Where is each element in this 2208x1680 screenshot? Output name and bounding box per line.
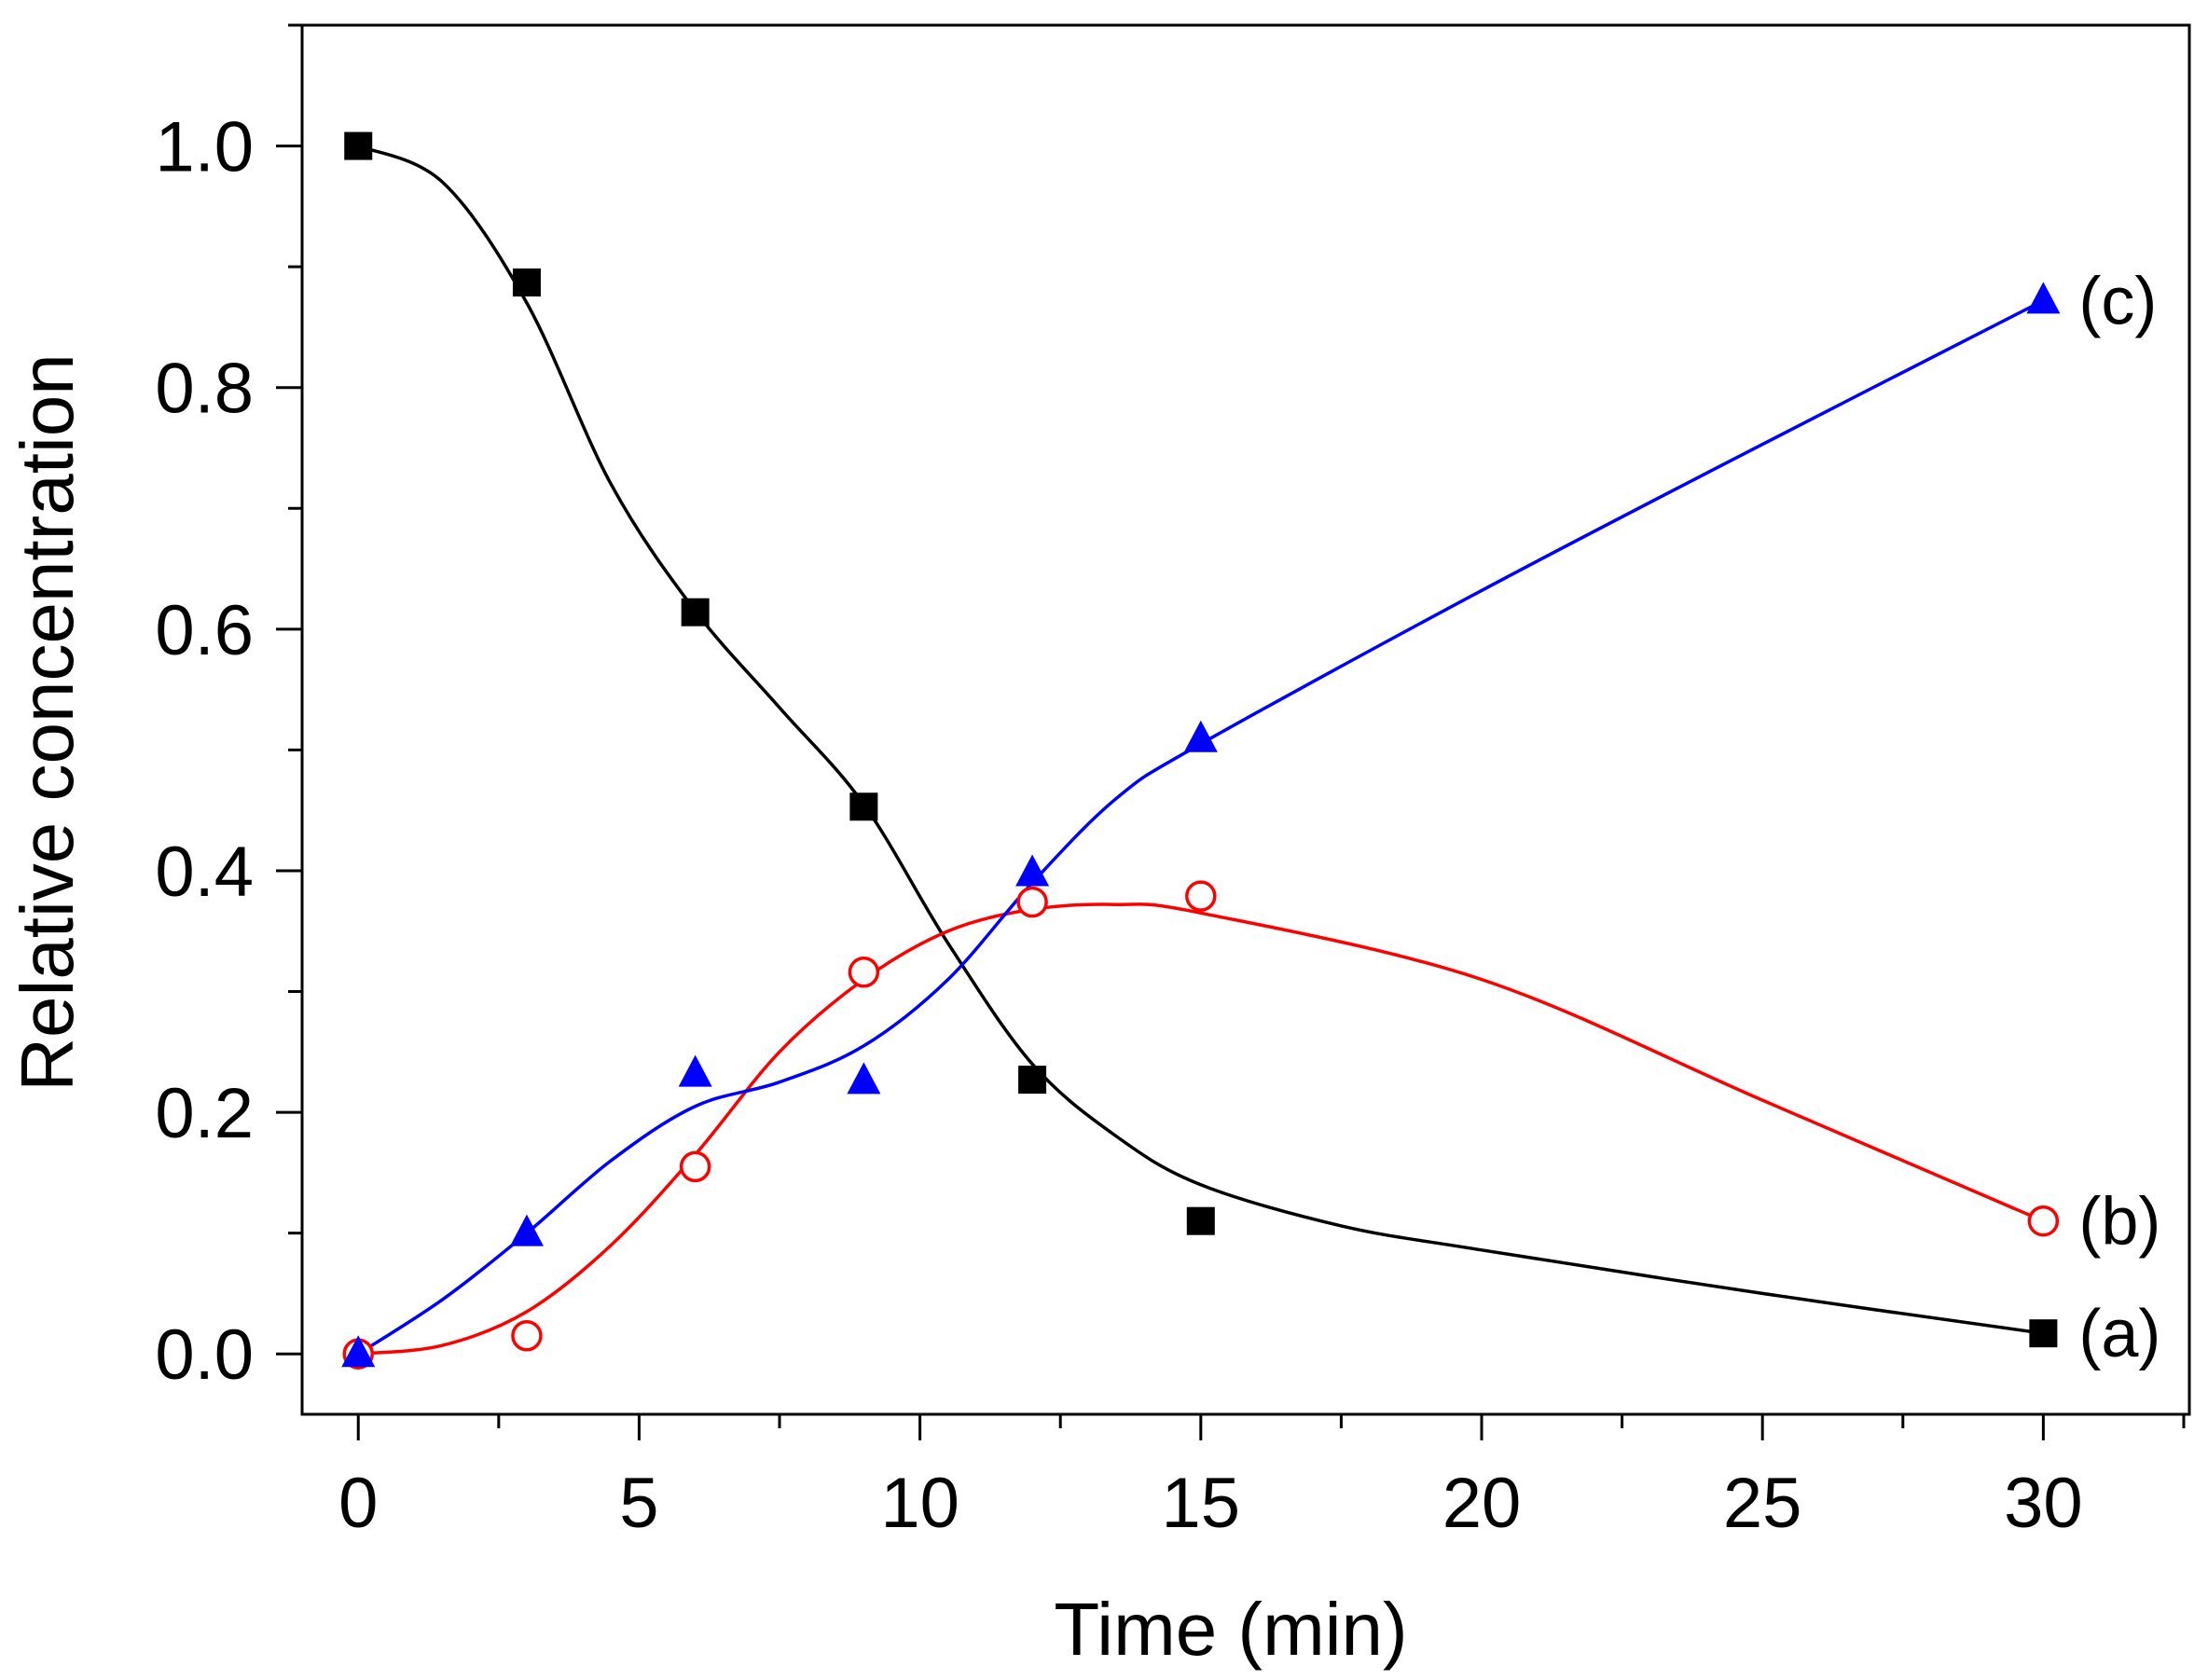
data-point-b <box>1016 886 1048 918</box>
y-tick-label: 0.8 <box>155 350 254 429</box>
data-point-a <box>2029 1319 2058 1348</box>
series-label: (c) <box>2078 264 2157 338</box>
x-tick-label: 15 <box>1162 1464 1241 1543</box>
series-label: (b) <box>2078 1185 2160 1260</box>
x-axis-title: Time (min) <box>1054 1588 1407 1671</box>
series-fit-line <box>358 902 2045 1356</box>
x-tick-label: 0 <box>338 1464 378 1543</box>
y-tick-label: 0.2 <box>155 1074 254 1153</box>
x-tick-label: 25 <box>1723 1464 1802 1543</box>
x-tick-label: 20 <box>1442 1464 1522 1543</box>
data-point-c <box>1015 854 1050 887</box>
data-point-c <box>2026 282 2061 314</box>
y-axis-ticks: 0.0 0.2 0.4 0.6 0.8 1.0 <box>155 23 302 1395</box>
data-point-b <box>2027 1205 2060 1237</box>
series-fit-line <box>357 298 2045 1356</box>
data-point-c <box>1183 720 1218 752</box>
series-labels: (a) (b) (c) <box>2078 264 2160 1371</box>
y-tick-label: 1.0 <box>155 108 254 187</box>
data-point-b <box>679 1150 711 1183</box>
data-point-a <box>1018 1066 1047 1095</box>
y-tick-label: 0.0 <box>155 1315 254 1395</box>
y-tick-label: 0.6 <box>155 591 254 670</box>
data-point-b <box>1185 880 1217 912</box>
data-point-c <box>847 1062 881 1095</box>
data-markers <box>341 131 2061 1370</box>
y-axis-title: Relative concentration <box>6 353 89 1092</box>
data-point-a <box>681 598 710 627</box>
fit-curves <box>357 144 2045 1356</box>
data-point-b <box>511 1320 543 1352</box>
x-axis-ticks: 0 5 10 15 20 25 30 <box>338 1414 2186 1543</box>
data-point-a <box>1186 1206 1215 1235</box>
data-point-a <box>512 268 541 296</box>
x-tick-label: 30 <box>2004 1464 2083 1543</box>
series-fit-line <box>357 144 2044 1335</box>
data-point-b <box>848 957 880 988</box>
data-point-a <box>849 792 878 821</box>
data-point-c <box>678 1054 712 1087</box>
data-point-c <box>341 1335 376 1368</box>
plot-frame <box>300 23 2191 1416</box>
x-tick-label: 5 <box>619 1464 658 1543</box>
x-tick-label: 10 <box>880 1464 959 1543</box>
data-point-a <box>344 131 373 160</box>
y-tick-label: 0.4 <box>155 833 254 912</box>
data-point-c <box>509 1214 544 1246</box>
series-label: (a) <box>2078 1297 2160 1371</box>
